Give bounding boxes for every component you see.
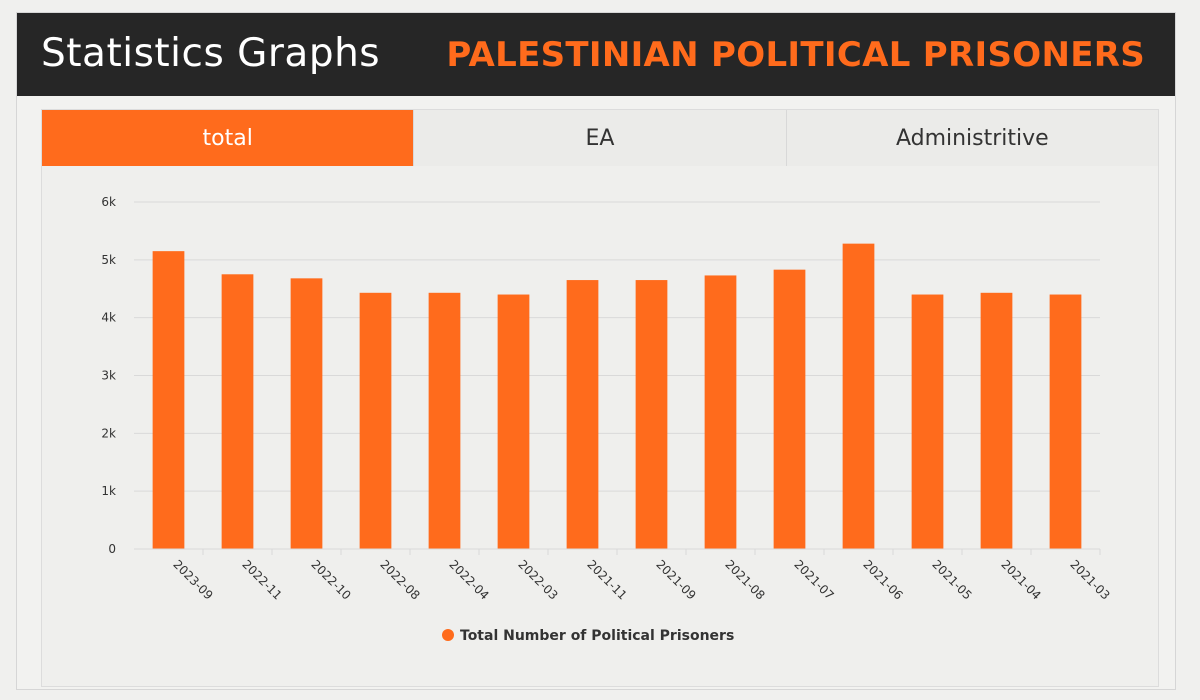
bar-2021-11	[566, 280, 599, 549]
x-tick-label: 2021-08	[722, 557, 767, 602]
tab-ea[interactable]: EA	[414, 110, 787, 166]
x-tick-label: 2021-04	[998, 557, 1043, 602]
bar-2021-03	[1049, 294, 1082, 549]
bar-chart: 0 1k 2k 3k 4k 5k 6k 2023-09 2022-11 2022-10 2022-0…	[101, 195, 1112, 644]
x-tick-label: 2022-11	[239, 557, 284, 602]
x-tick-label: 2022-04	[446, 557, 491, 602]
tab-total[interactable]: total	[42, 110, 415, 166]
page-subtitle: PALESTINIAN POLITICAL PRISONERS	[446, 35, 1145, 75]
y-tick-label: 4k	[101, 311, 116, 325]
legend-marker	[442, 629, 454, 641]
y-tick-label: 0	[108, 542, 116, 556]
x-tick-label: 2022-03	[515, 557, 560, 602]
bar-2022-11	[221, 274, 254, 549]
legend-label: Total Number of Political Prisoners	[460, 628, 734, 644]
x-tick-label: 2021-09	[653, 557, 698, 602]
x-tick-label: 2023-09	[170, 557, 215, 602]
x-tick-label: 2022-10	[308, 557, 353, 602]
x-tick-label: 2021-11	[584, 557, 629, 602]
tab-bar: total EA Administritive	[42, 110, 1158, 166]
y-tick-label: 6k	[101, 195, 116, 209]
bar-2021-06	[842, 243, 875, 549]
bar-2023-09	[152, 251, 185, 549]
x-tick-label: 2021-05	[929, 557, 974, 602]
bar-2022-10	[290, 278, 323, 549]
bar-2021-05	[911, 294, 944, 549]
y-tick-label: 5k	[101, 253, 116, 267]
x-tick-label: 2021-06	[860, 557, 905, 602]
bar-2021-04	[980, 292, 1013, 549]
bar-2021-09	[635, 280, 668, 549]
x-tick-label: 2021-03	[1067, 557, 1112, 602]
tab-administritive[interactable]: Administritive	[786, 110, 1158, 166]
header-bar: Statistics Graphs PALESTINIAN POLITICAL …	[17, 13, 1175, 96]
page-title: Statistics Graphs	[41, 31, 381, 76]
x-tick-label: 2022-08	[377, 557, 422, 602]
chart-panel: total EA Administritive 0 1k 2k 3k 4k 5k 6k 202…	[41, 109, 1159, 687]
y-tick-label: 2k	[101, 426, 116, 440]
x-tick-label: 2021-07	[791, 557, 836, 602]
bar-2022-04	[428, 292, 461, 549]
bar-2021-08	[704, 275, 737, 549]
bar-2021-07	[773, 269, 806, 549]
y-tick-label: 1k	[101, 484, 116, 498]
bar-2022-03	[497, 294, 530, 549]
y-tick-label: 3k	[101, 369, 116, 383]
bar-2022-08	[359, 292, 392, 549]
page-frame: Statistics Graphs PALESTINIAN POLITICAL …	[16, 12, 1176, 690]
